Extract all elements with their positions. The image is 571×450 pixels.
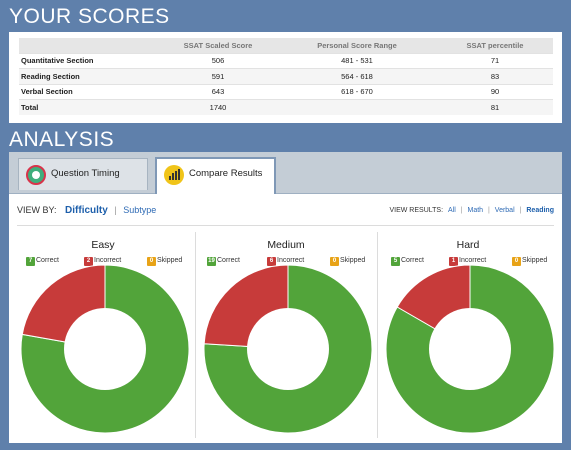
chart-divider (195, 232, 196, 438)
separator: | (519, 207, 522, 214)
legend-incorrect: 2 Incorrect (84, 257, 121, 266)
scores-section-title: YOUR SCORES (9, 5, 170, 28)
percentile: 71 (437, 52, 553, 69)
incorrect-count-badge: 2 (84, 257, 93, 266)
scaled-score: 506 (159, 52, 277, 69)
percentile: 90 (437, 83, 553, 100)
clock-icon (26, 165, 46, 185)
skipped-count-badge: 0 (147, 257, 156, 266)
tab-bar: Question Timing Compare Results (9, 152, 562, 194)
header-section (19, 38, 159, 53)
view-results-verbal-link[interactable]: Verbal (494, 207, 515, 214)
legend-label: Skipped (522, 257, 548, 264)
correct-count-badge: 19 (207, 257, 216, 266)
scaled-score: 591 (159, 68, 277, 84)
legend-label: Correct (217, 257, 240, 264)
donut-hole (64, 308, 146, 390)
table-row: Reading Section 591 564 - 618 83 (19, 68, 553, 84)
analysis-panel: Question Timing Compare Results VIEW BY:… (9, 152, 562, 443)
chart-title: Medium (267, 239, 305, 251)
donut-chart (20, 264, 190, 434)
analysis-section-title: ANALYSIS (9, 128, 115, 151)
table-row: Verbal Section 643 618 - 670 90 (19, 83, 553, 100)
tab-compare-results[interactable]: Compare Results (155, 157, 276, 194)
row-label: Verbal Section (19, 83, 159, 100)
tab-question-timing[interactable]: Question Timing (18, 158, 148, 190)
scaled-score: 1740 (159, 99, 277, 115)
separator: | (460, 207, 463, 214)
view-results-label: VIEW RESULTS: (389, 207, 444, 214)
legend-skipped: 0 Skipped (330, 257, 365, 266)
score-range: 618 - 670 (277, 83, 437, 100)
legend-incorrect: 1 Incorrect (449, 257, 486, 266)
legend-label: Incorrect (459, 257, 487, 264)
chart-title: Hard (456, 239, 480, 251)
legend-label: Skipped (157, 257, 183, 264)
legend-correct: 7 Correct (26, 257, 59, 266)
correct-count-badge: 7 (26, 257, 35, 266)
divider (17, 225, 554, 226)
legend-correct: 5 Correct (391, 257, 424, 266)
legend-label: Skipped (340, 257, 366, 264)
scores-table: SSAT Scaled Score Personal Score Range S… (19, 38, 553, 115)
legend-label: Correct (36, 257, 59, 264)
slice-correct (203, 264, 373, 434)
legend-label: Correct (401, 257, 424, 264)
header-percentile: SSAT percentile (437, 38, 553, 53)
percentile: 83 (437, 68, 553, 84)
tab-label: Compare Results (189, 168, 263, 179)
chart-hard: Hard 5 Correct 1 Incorrect 0 Skipped (379, 232, 557, 440)
separator: | (114, 205, 117, 215)
header-scaled-score: SSAT Scaled Score (159, 38, 277, 53)
chart-title: Easy (91, 239, 115, 251)
donut-chart (203, 264, 373, 434)
legend-correct: 19 Correct (207, 257, 240, 266)
scores-table-header: SSAT Scaled Score Personal Score Range S… (19, 38, 553, 53)
legend-skipped: 0 Skipped (512, 257, 547, 266)
slice-correct (20, 264, 190, 434)
correct-count-badge: 5 (391, 257, 400, 266)
scaled-score: 643 (159, 83, 277, 100)
percentile: 81 (437, 99, 553, 115)
row-label: Quantitative Section (19, 52, 159, 69)
donut-hole (429, 308, 511, 390)
separator: | (488, 207, 490, 214)
view-results-control: VIEW RESULTS: All | Math | Verbal | Read… (389, 207, 554, 214)
chart-divider (377, 232, 378, 438)
donut-hole (247, 308, 329, 390)
view-results-math-link[interactable]: Math (467, 207, 484, 214)
donut-chart (385, 264, 555, 434)
view-by-difficulty-link[interactable]: Difficulty (65, 205, 108, 216)
header-score-range: Personal Score Range (277, 38, 437, 53)
tab-label: Question Timing (51, 168, 120, 179)
legend-label: Incorrect (94, 257, 122, 264)
score-range: 481 - 531 (277, 52, 437, 69)
legend-skipped: 0 Skipped (147, 257, 182, 266)
row-label: Reading Section (19, 68, 159, 84)
view-by-subtype-link[interactable]: Subtype (123, 205, 157, 215)
score-range (277, 99, 437, 115)
view-results-reading-link[interactable]: Reading (526, 207, 554, 214)
score-range: 564 - 618 (277, 68, 437, 84)
view-results-all-link[interactable]: All (447, 207, 456, 214)
incorrect-count-badge: 1 (449, 257, 458, 266)
chart-easy: Easy 7 Correct 2 Incorrect 0 Skipped (14, 232, 192, 440)
row-label: Total (19, 99, 159, 115)
table-row: Total 1740 81 (19, 99, 553, 115)
skipped-count-badge: 0 (512, 257, 521, 266)
incorrect-count-badge: 6 (267, 257, 276, 266)
skipped-count-badge: 0 (330, 257, 339, 266)
legend-incorrect: 6 Incorrect (267, 257, 304, 266)
scores-panel: SSAT Scaled Score Personal Score Range S… (9, 32, 562, 123)
legend-label: Incorrect (277, 257, 305, 264)
table-row: Quantitative Section 506 481 - 531 71 (19, 52, 553, 69)
bar-chart-icon (164, 165, 184, 185)
view-by-control: VIEW BY: Difficulty | Subtype (17, 205, 156, 216)
view-by-label: VIEW BY: (17, 205, 57, 215)
chart-medium: Medium 19 Correct 6 Incorrect 0 Skipped (197, 232, 375, 440)
